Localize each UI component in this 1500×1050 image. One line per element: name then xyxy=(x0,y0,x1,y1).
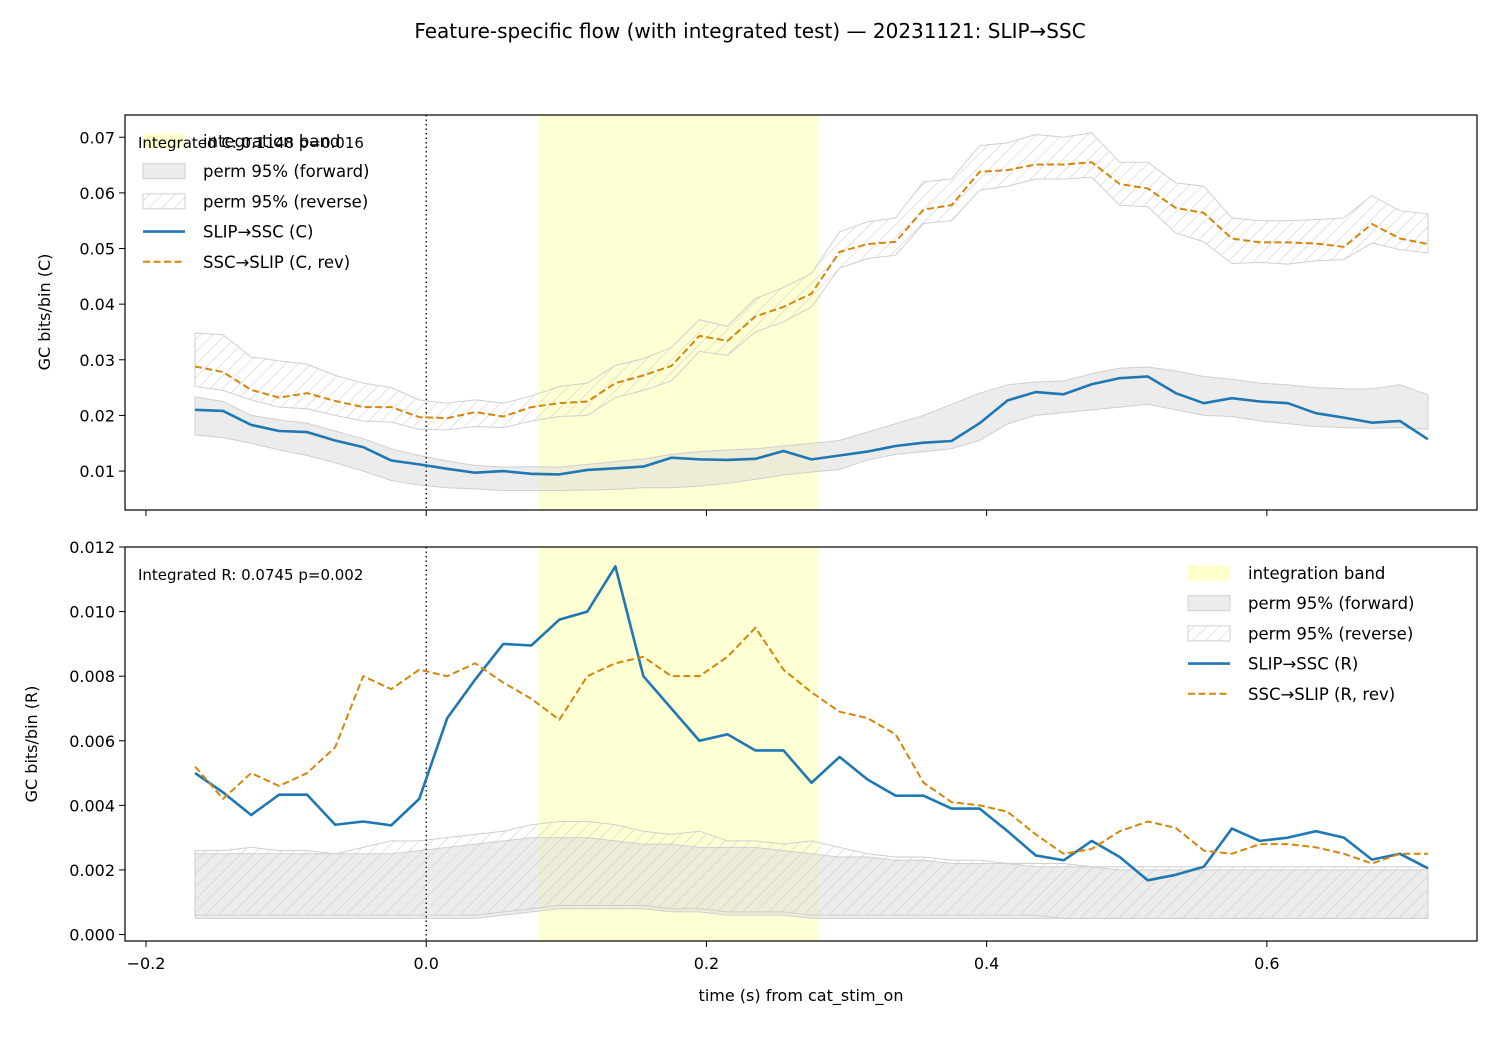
bottom-legend-label: integration band xyxy=(1248,564,1385,583)
top-ytick-label: 0.06 xyxy=(79,184,115,203)
top-legend-label: perm 95% (reverse) xyxy=(203,192,368,211)
top-perm-forward-band xyxy=(194,366,1429,492)
top-legend-label: SLIP→SSC (C) xyxy=(203,223,313,242)
bottom-xtick-label: 0.2 xyxy=(694,954,719,973)
bottom-ytick-label: 0.010 xyxy=(69,603,115,622)
panel-top: 0.01 0.02 0.03 0.04 0.05 0.06 0.07 GC bits/bin… xyxy=(35,114,1478,516)
top-legend-label: integration band xyxy=(203,132,340,151)
bottom-ytick-label: 0.000 xyxy=(69,926,115,945)
top-legend-perm-forward-swatch xyxy=(142,163,186,180)
top-ylabel: GC bits/bin (C) xyxy=(35,254,54,371)
top-ytick-label: 0.01 xyxy=(79,462,115,481)
top-legend-band-swatch xyxy=(143,133,185,149)
top-legend-label: SSC→SLIP (C, rev) xyxy=(203,253,350,272)
bottom-xtick-label: −0.2 xyxy=(127,954,166,973)
top-axes-frame xyxy=(124,114,1478,511)
bottom-legend-perm-forward-swatch xyxy=(1187,595,1231,612)
bottom-legend-label: perm 95% (reverse) xyxy=(1248,624,1413,643)
bottom-ytick-label: 0.008 xyxy=(69,667,115,686)
bottom-legend: integration band perm 95% (forward) perm 9… xyxy=(1187,564,1415,704)
bottom-integrated-annotation: Integrated R: 0.0745 p=0.002 xyxy=(138,566,363,584)
bottom-legend-label: perm 95% (forward) xyxy=(1248,594,1415,613)
bottom-legend-label: SLIP→SSC (R) xyxy=(1248,655,1358,674)
bottom-legend-perm-reverse-swatch xyxy=(1187,625,1231,642)
bottom-series-reverse-line xyxy=(194,626,1428,865)
figure-title: Feature-specific flow (with integrated t… xyxy=(414,19,1085,43)
bottom-legend-label: SSC→SLIP (R, rev) xyxy=(1248,685,1395,704)
top-ytick-label: 0.04 xyxy=(79,295,115,314)
bottom-ytick-label: 0.002 xyxy=(69,861,115,880)
bottom-axes-frame xyxy=(124,546,1478,942)
bottom-series-forward-line xyxy=(194,565,1429,882)
bottom-xtick-label: 0.4 xyxy=(974,954,999,973)
panel-bottom: −0.2 0.0 0.2 0.4 0.6 0.000 0.002 0.004 0.006 0.00… xyxy=(22,538,1478,1006)
bottom-xlabel: time (s) from cat_stim_on xyxy=(699,986,904,1006)
top-legend-label: perm 95% (forward) xyxy=(203,162,370,181)
bottom-xtick-label: 0.0 xyxy=(413,954,438,973)
top-integrated-annotation: Integrated C: 0.1148 p=0.016 xyxy=(138,134,364,152)
top-series-forward-line xyxy=(194,375,1429,476)
top-ytick-label: 0.05 xyxy=(79,240,115,259)
bottom-ytick-label: 0.004 xyxy=(69,796,115,815)
bottom-ylabel: GC bits/bin (R) xyxy=(22,686,41,803)
top-ytick-label: 0.02 xyxy=(79,406,115,425)
top-perm-reverse-band xyxy=(194,132,1429,431)
top-ytick-label: 0.03 xyxy=(79,351,115,370)
top-legend-perm-reverse-swatch xyxy=(142,193,186,210)
bottom-legend-band-swatch xyxy=(1188,565,1230,581)
bottom-ytick-label: 0.006 xyxy=(69,732,115,751)
top-ytick-label: 0.07 xyxy=(79,128,115,147)
top-series-reverse-line xyxy=(194,161,1429,420)
top-legend: integration band perm 95% (forward) perm 9… xyxy=(142,132,370,272)
bottom-ytick-label: 0.012 xyxy=(69,538,115,557)
bottom-perm-reverse-band xyxy=(194,821,1429,919)
bottom-xtick-label: 0.6 xyxy=(1254,954,1279,973)
